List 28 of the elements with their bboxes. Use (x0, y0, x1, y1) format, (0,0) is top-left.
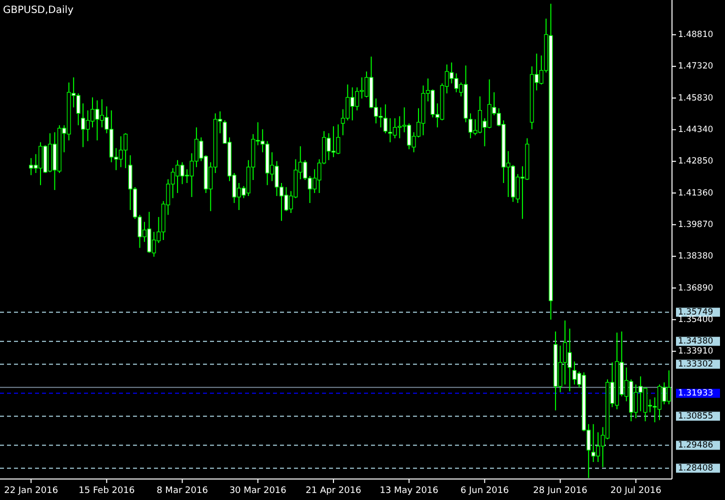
x-tick-label: 22 Jan 2016 (4, 486, 58, 496)
y-tick-label: 1.36890 (678, 283, 714, 294)
y-tick-label: 1.44340 (678, 125, 714, 136)
x-tick-label: 28 Jun 2016 (533, 486, 588, 496)
x-tick-label: 13 May 2016 (380, 486, 439, 496)
x-tick-label: 8 Mar 2016 (156, 486, 208, 496)
x-tick-label: 15 Feb 2016 (78, 486, 135, 496)
ref-line-label: 1.33302 (678, 360, 714, 370)
y-tick-label: 1.42850 (678, 156, 714, 167)
chart-title: GBPUSD,Daily (3, 5, 74, 16)
x-tick-label: 20 Jul 2016 (610, 486, 662, 496)
y-tick-label: 1.47320 (678, 62, 714, 72)
y-tick-label: 1.39870 (678, 220, 714, 230)
y-tick-label: 1.48810 (678, 30, 714, 40)
y-tick-label: 1.38380 (678, 252, 714, 262)
candlestick (383, 104, 388, 134)
y-tick-label: 1.35400 (678, 314, 714, 325)
ref-line-label: 1.29486 (678, 440, 714, 451)
y-tick-label: 1.45830 (678, 93, 714, 104)
x-tick-label: 30 Mar 2016 (229, 486, 287, 496)
y-tick-label: 1.41360 (678, 188, 714, 198)
x-tick-label: 21 Apr 2016 (306, 486, 362, 496)
ref-line-label: 1.30855 (678, 412, 714, 422)
ref-line-label: 1.28408 (678, 464, 714, 474)
ref-line-label: 1.31933 (678, 388, 714, 399)
ref-line-label: 1.34380 (678, 336, 714, 347)
x-tick-label: 6 Jun 2016 (460, 486, 510, 496)
y-tick-label: 1.33910 (678, 346, 714, 357)
